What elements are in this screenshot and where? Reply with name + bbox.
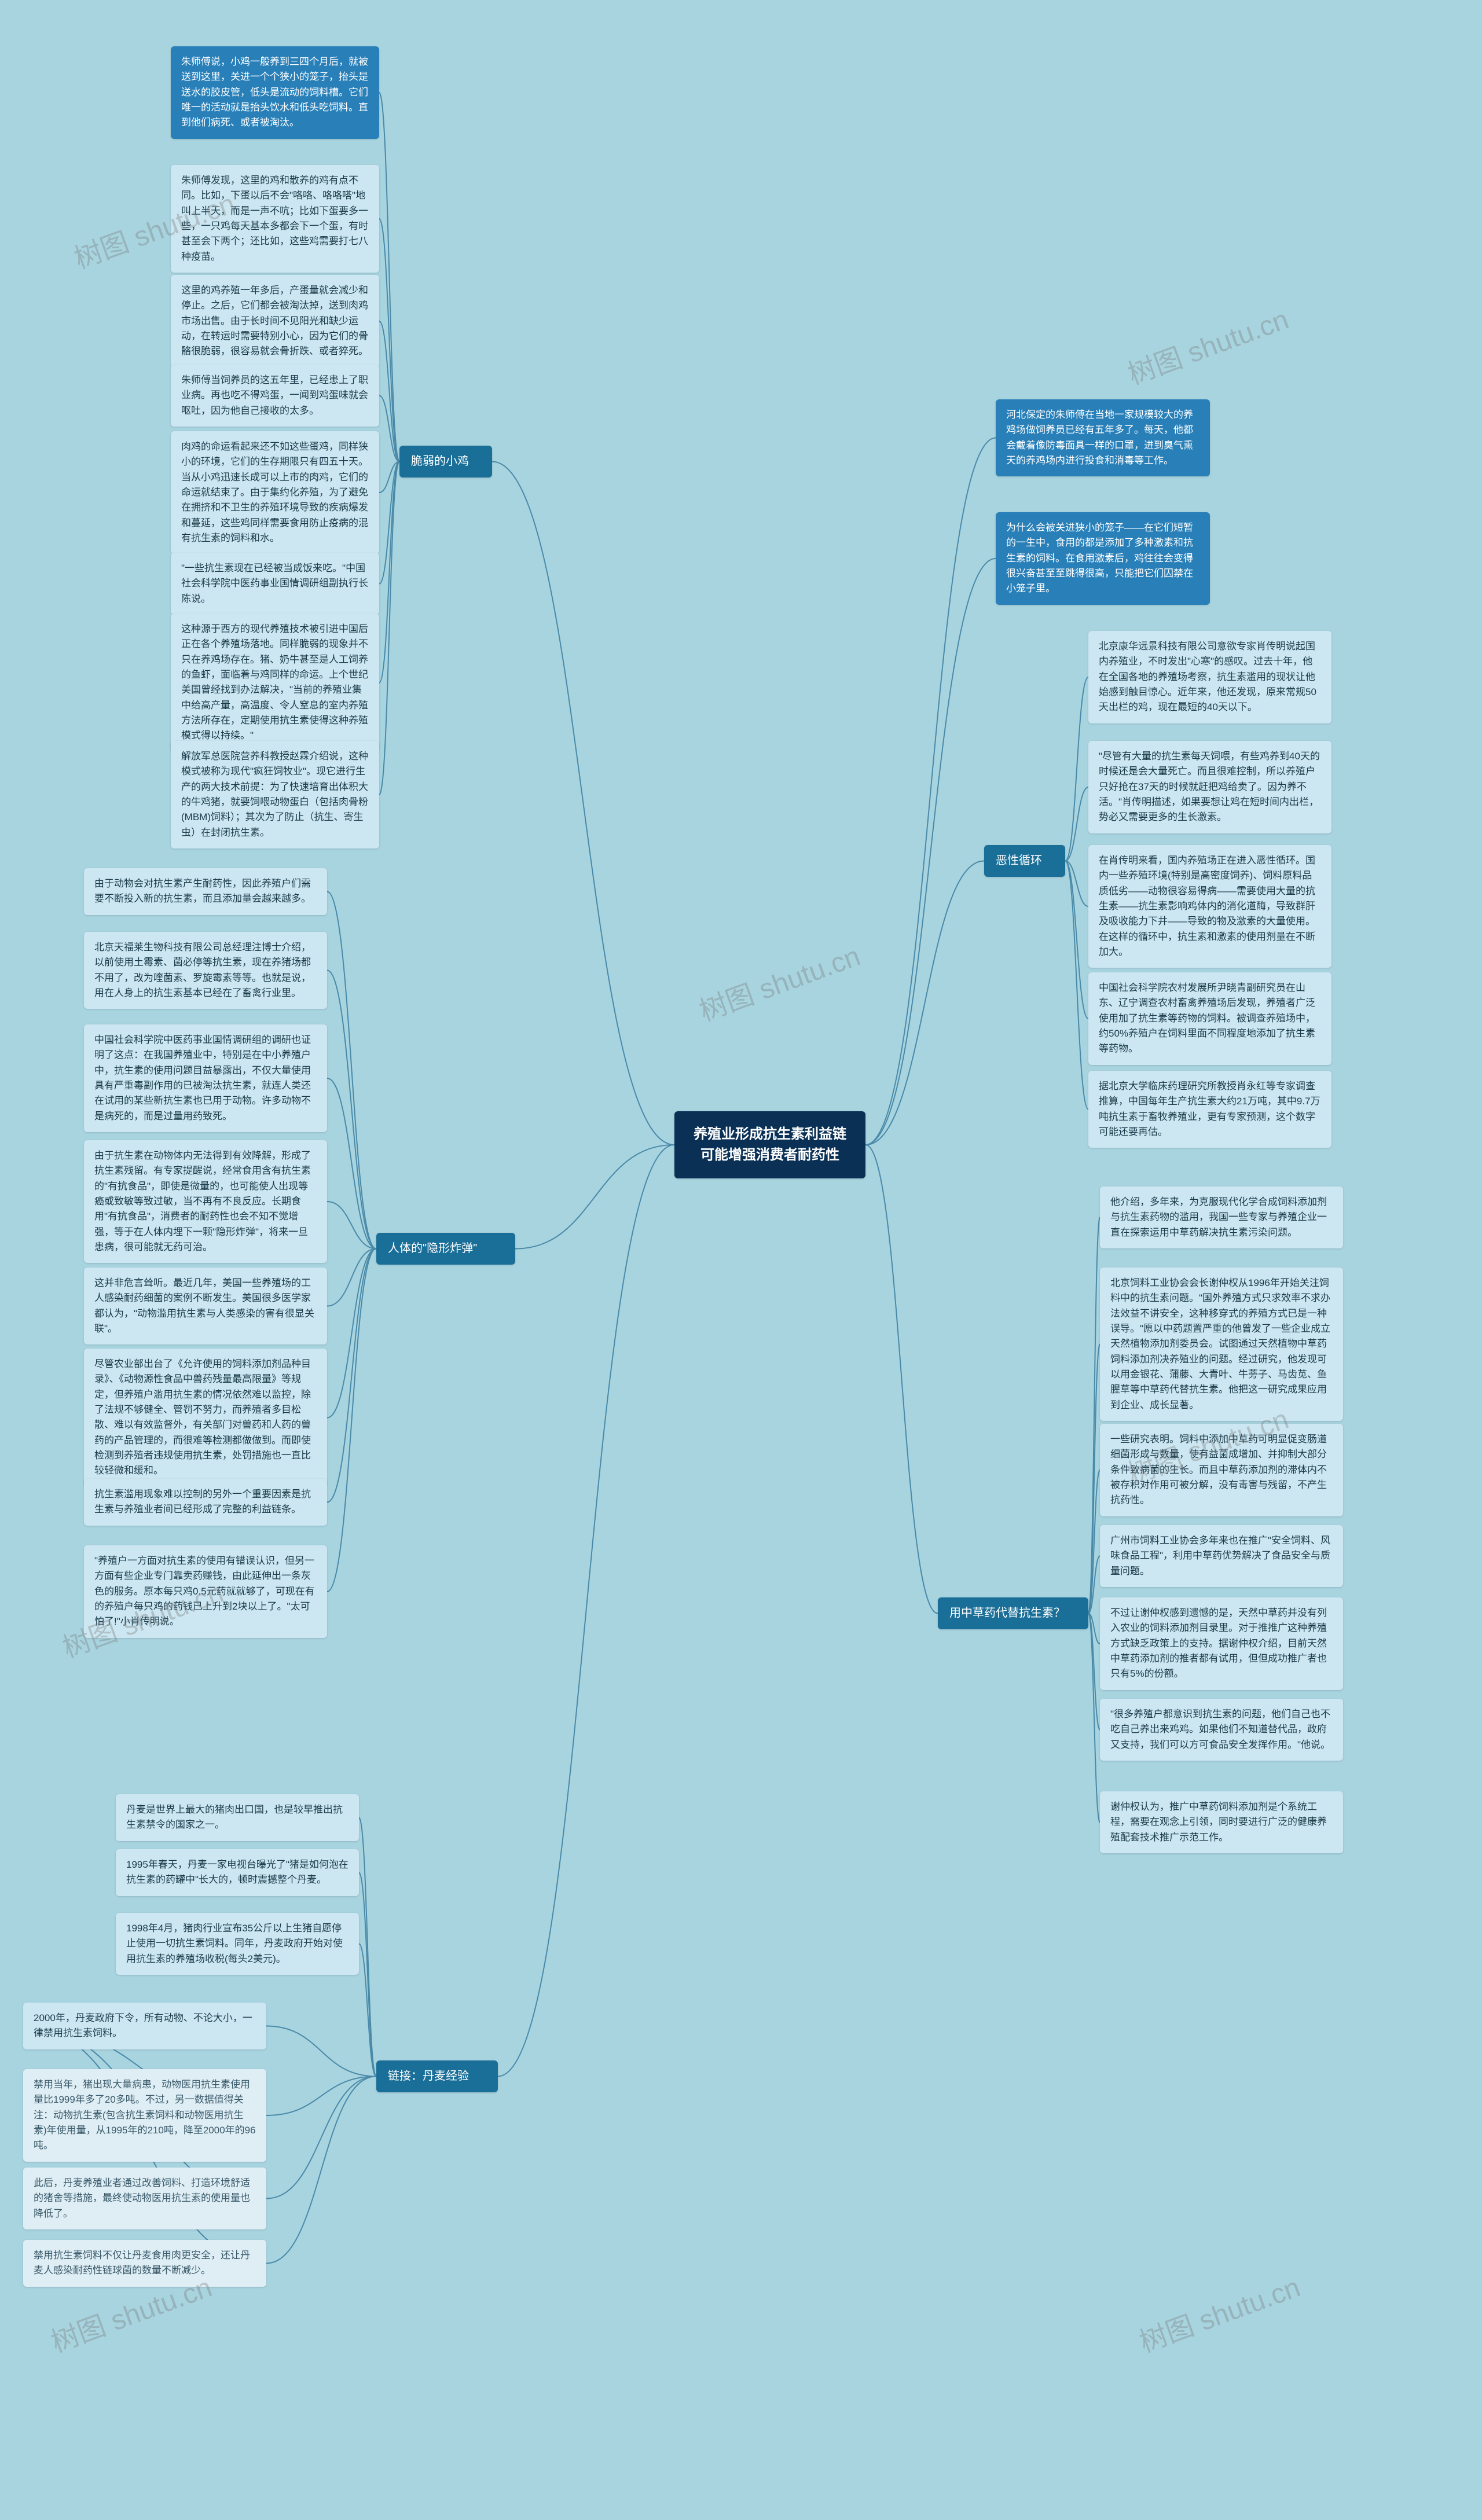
leaf-b3-2: 1998年4月，猪肉行业宣布35公斤以上生猪自愿停止使用一切抗生素饲料。同年，丹… [116,1913,359,1975]
leaf-b1-7: 解放军总医院营养科教授赵霖介绍说，这种模式被称为现代"疯狂饲牧业"。现它进行生产… [171,741,379,848]
leaf-b1-3: 朱师傅当饲养员的这五年里，已经患上了职业病。再也吃不得鸡蛋，一闻到鸡蛋味就会呕吐… [171,365,379,427]
leaf-b2-0: 由于动物会对抗生素产生耐药性，因此养殖户们需要不断投入新的抗生素，而且添加量会越… [84,868,327,915]
leaf-b5-4: 不过让谢仲权感到遗憾的是，天然中草药并没有列入农业的饲料添加剂目录里。对于推推广… [1100,1597,1343,1690]
branch-b2: 人体的"隐形炸弹" [376,1233,515,1265]
watermark-6: 树图 shutu.cn [1133,2264,1305,2360]
leaf-b3-4: 禁用当年，猪出现大量病患，动物医用抗生素使用量比1999年多了20多吨。不过，另… [23,2069,266,2162]
branch-b3: 链接：丹麦经验 [376,2060,498,2092]
leaf-b1-1: 朱师傅发现，这里的鸡和散养的鸡有点不同。比如，下蛋以后不会"咯咯、咯咯嗒"地叫上… [171,165,379,273]
watermark-1: 树图 shutu.cn [1121,296,1293,392]
leaf-b2-4: 这并非危言耸听。最近几年，美国一些养殖场的工人感染耐药细菌的案例不断发生。美国很… [84,1268,327,1345]
branch-b5: 用中草药代替抗生素？ [938,1597,1088,1629]
leaf-b3-6: 禁用抗生素饲料不仅让丹麦食用肉更安全，还让丹麦人感染耐药性链球菌的数量不断减少。 [23,2240,266,2287]
leaf-b2-6: 抗生素滥用现象难以控制的另外一个重要因素是抗生素与养殖业者间已经形成了完整的利益… [84,1479,327,1526]
leaf-b2-3: 由于抗生素在动物体内无法得到有效降解，形成了抗生素残留。有专家提醒说，经常食用含… [84,1140,327,1263]
leaf-b3-0: 丹麦是世界上最大的猪肉出口国，也是较早推出抗生素禁令的国家之一。 [116,1794,359,1841]
root-node: 养殖业形成抗生素利益链 可能增强消费者耐药性 [674,1111,865,1178]
leaf-b3-5: 此后，丹麦养殖业者通过改善饲料、打造环境舒适的猪舍等措施，最终使动物医用抗生素的… [23,2168,266,2229]
branch-b4: 恶性循环 [984,845,1065,877]
leaf-b3-3: 2000年，丹麦政府下令，所有动物、不论大小，一律禁用抗生素饲料。 [23,2003,266,2049]
leaf-b3-1: 1995年春天，丹麦一家电视台曝光了"猪是如何泡在抗生素的药罐中"长大的，顿时震… [116,1849,359,1896]
leaf-b5-6: 谢仲权认为，推广中草药饲料添加剂是个系统工程，需要在观念上引领，同时要进行广泛的… [1100,1791,1343,1853]
leaf-b4_intro-0: 河北保定的朱师傅在当地一家规模较大的养鸡场做饲养员已经有五年多了。每天，他都会戴… [996,399,1210,476]
leaf-b4-1: "尽管有大量的抗生素每天饲喂，有些鸡养到40天的时候还是会大量死亡。而且很难控制… [1088,741,1331,833]
leaf-b5-0: 他介绍，多年来，为克服现代化学合成饲料添加剂与抗生素药物的滥用，我国一些专家与养… [1100,1186,1343,1248]
leaf-b4-0: 北京康华远景科技有限公司意欲专家肖传明说起国内养殖业，不时发出"心寒"的感叹。过… [1088,631,1331,723]
leaf-b5-1: 北京饲料工业协会会长谢仲权从1996年开始关注饲料中的抗生素问题。"国外养殖方式… [1100,1268,1343,1421]
leaf-b4_intro-1: 为什么会被关进狭小的笼子——在它们短暂的一生中，食用的都是添加了多种激素和抗生素… [996,512,1210,605]
leaf-b1-0: 朱师傅说，小鸡一般养到三四个月后，就被送到这里，关进一个个狭小的笼子，抬头是送水… [171,46,379,139]
leaf-b5-5: "很多养殖户都意识到抗生素的问题，他们自己也不吃自己养出来鸡鸡。如果他们不知道替… [1100,1699,1343,1761]
leaf-b1-2: 这里的鸡养殖一年多后，产蛋量就会减少和停止。之后，它们都会被淘汰掉，送到肉鸡市场… [171,275,379,368]
leaf-b1-5: "一些抗生素现在已经被当成饭来吃。"中国社会科学院中医药事业国情调研组副执行长陈… [171,553,379,615]
watermark-2: 树图 shutu.cn [693,933,865,1028]
leaf-b1-4: 肉鸡的命运看起来还不如这些蛋鸡，同样狭小的环境，它们的生存期限只有四五十天。当从… [171,431,379,554]
leaf-b4-4: 据北京大学临床药理研究所教授肖永红等专家调查推算，中国每年生产抗生素大约21万吨… [1088,1071,1331,1148]
leaf-b2-1: 北京天福莱生物科技有限公司总经理注博士介绍，以前使用土霉素、菌必停等抗生素，现在… [84,932,327,1009]
leaf-b5-3: 广州市饲料工业协会多年来也在推广"安全饲料、风味食品工程"，利用中草药优势解决了… [1100,1525,1343,1587]
leaf-b4-3: 中国社会科学院农村发展所尹晓青副研究员在山东、辽宁调查农村畜禽养殖场后发现，养殖… [1088,972,1331,1065]
leaf-b2-2: 中国社会科学院中医药事业国情调研组的调研也证明了这点：在我国养殖业中，特别是在中… [84,1024,327,1132]
leaf-b2-7: "养殖户一方面对抗生素的使用有错误认识，但另一方面有些企业专门靠卖药赚钱，由此延… [84,1545,327,1638]
leaf-b1-6: 这种源于西方的现代养殖技术被引进中国后正在各个养殖场落地。同样脆弱的现象并不只在… [171,614,379,752]
leaf-b5-2: 一些研究表明。饲料中添加中草药可明显促变肠道细菌形成与数量，使有益菌成增加、并抑… [1100,1424,1343,1516]
leaf-b4-2: 在肖传明来看，国内养殖场正在进入恶性循环。国内一些养殖环境(特别是高密度饲养)、… [1088,845,1331,968]
branch-b1: 脆弱的小鸡 [399,446,492,477]
leaf-b2-5: 尽管农业部出台了《允许使用的饲料添加剂品种目录》、《动物源性食品中兽药残量最高限… [84,1349,327,1487]
